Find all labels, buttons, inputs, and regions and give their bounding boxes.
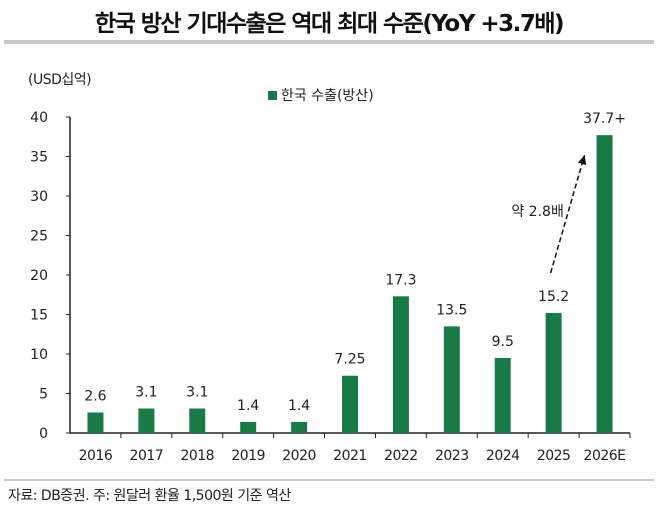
legend-label: 한국 수출(방산) [281,88,374,104]
x-tick-label: 2022 [384,448,418,464]
y-tick-label: 10 [30,347,48,363]
title-divider [4,40,654,44]
x-tick-label: 2023 [435,448,469,464]
data-label: 9.5 [492,334,514,350]
data-label: 7.25 [334,352,365,368]
data-label: 2.6 [84,388,106,404]
source-note: 자료: DB증권. 주: 원달러 환율 1,500원 기준 역산 [8,488,291,504]
bar-chart: (USD십억)051015202530354020162.620173.1201… [28,72,631,464]
bar-2019 [240,421,257,433]
bar-2016 [87,412,104,433]
data-label: 13.5 [436,302,467,318]
y-tick-label: 40 [30,110,48,126]
annotation-label: 약 2.8배 [511,204,563,220]
bar-2022 [392,296,409,433]
y-tick-label: 30 [30,189,48,205]
x-tick-label: 2020 [282,448,316,464]
x-tick-label: 2016 [79,448,113,464]
y-tick-label: 35 [30,150,48,166]
data-label: 1.4 [288,398,310,414]
x-tick-label: 2017 [130,448,164,464]
data-label: 3.1 [186,385,208,401]
bar-2024 [494,357,511,433]
x-tick-label: 2026E [584,448,626,464]
y-tick-label: 20 [30,268,48,284]
data-label: 17.3 [385,272,416,288]
x-tick-label: 2025 [537,448,571,464]
bar-2017 [138,408,155,433]
y-tick-label: 0 [39,426,48,442]
y-tick-label: 25 [30,229,48,245]
bar-2025 [545,312,562,433]
x-tick-label: 2018 [180,448,214,464]
x-tick-label: 2021 [333,448,367,464]
arrowhead-icon [577,155,587,166]
y-tick-label: 15 [30,308,48,324]
legend-swatch [268,91,277,100]
data-label: 15.2 [538,289,569,305]
bar-2023 [443,326,460,433]
x-tick-label: 2019 [231,448,265,464]
x-tick-label: 2024 [486,448,520,464]
chart-title: 한국 방산 기대수출은 역대 최대 수준(YoY +3.7배) [94,11,565,37]
bar-2020 [291,421,308,433]
data-label: 3.1 [135,385,157,401]
bar-2018 [189,408,206,433]
data-label: 1.4 [237,398,259,414]
data-label: 37.7+ [583,111,626,127]
bar-2026E [596,135,613,434]
y-axis-label: (USD십억) [28,72,91,88]
y-tick-label: 5 [39,387,48,403]
source-divider [4,479,654,481]
annotation-arrow [549,154,586,274]
bar-2021 [342,375,358,433]
